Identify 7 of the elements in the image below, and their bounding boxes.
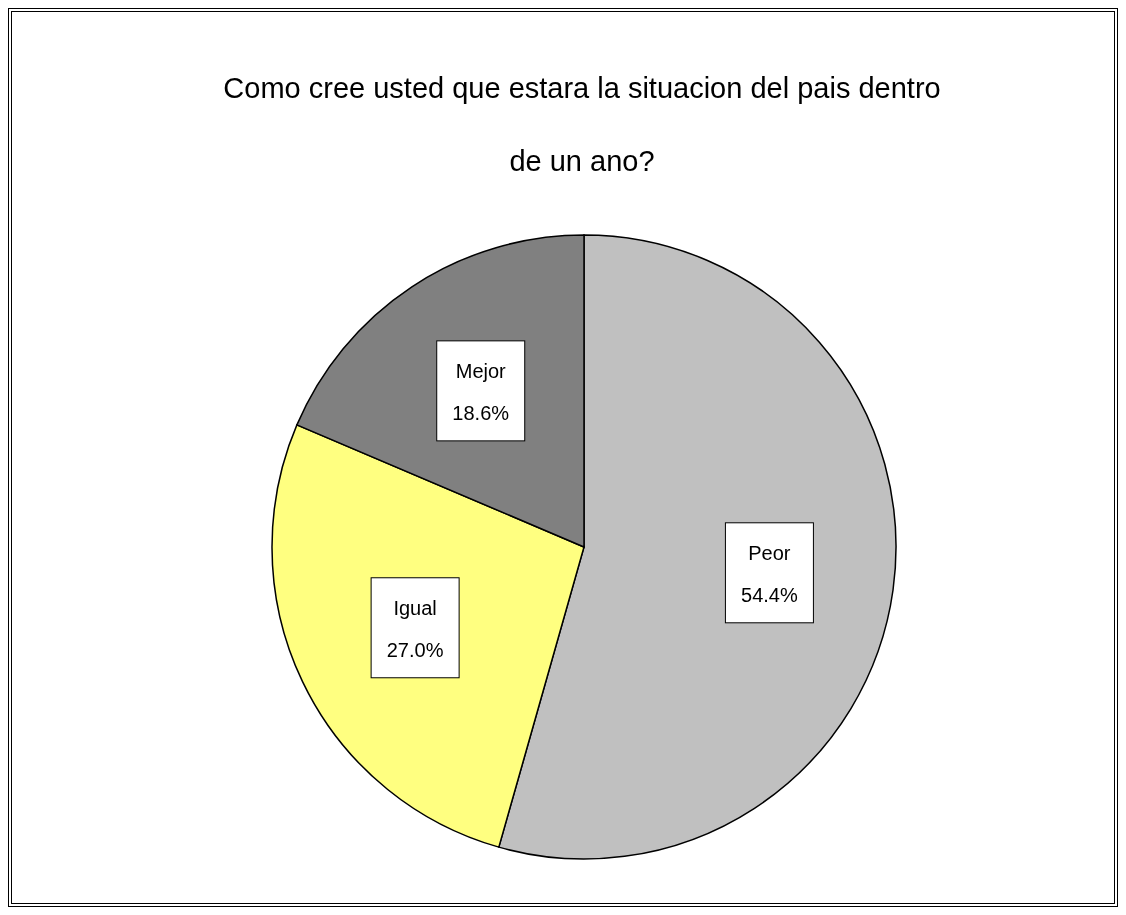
data-label: 18.6%	[452, 401, 510, 424]
chart-title: Como cree usted que estara la situacion del pais dentro de un ano?	[223, 72, 941, 177]
data-label: 54.4%	[741, 583, 798, 606]
slice-label: Mejor	[455, 359, 507, 382]
slice-label: Igual	[393, 596, 437, 619]
data-label: 27.0%	[386, 638, 444, 661]
slice-label: Peor	[748, 541, 791, 564]
